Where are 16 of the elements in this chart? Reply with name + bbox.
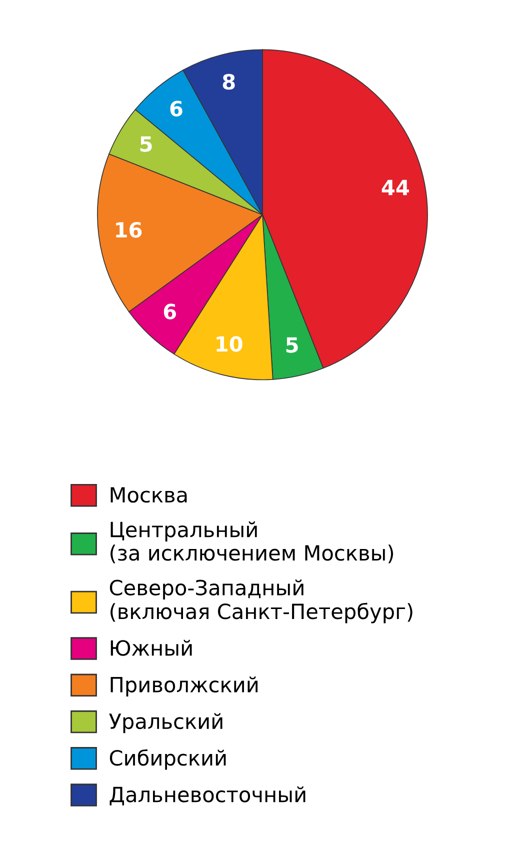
data-label: 6 xyxy=(164,304,176,320)
data-label: 44 xyxy=(382,180,409,196)
legend-label: Северо-Западный (включая Санкт-Петербург) xyxy=(110,579,412,624)
data-label: 6 xyxy=(170,100,182,116)
data-label: 5 xyxy=(286,337,298,353)
legend-label: Приволжский xyxy=(110,676,258,697)
data-label: 8 xyxy=(222,74,235,90)
data-label: 10 xyxy=(216,336,242,352)
legend-label: Центральный (за исключением Москвы) xyxy=(110,521,394,564)
data-label: 16 xyxy=(116,222,142,238)
legend-label: Уральский xyxy=(109,713,222,734)
data-label: 5 xyxy=(140,136,152,152)
legend-label: Южный xyxy=(110,640,192,656)
legend-label: Дальневосточный xyxy=(110,786,306,806)
legend-label: Москва xyxy=(110,487,187,503)
legend-label: Сибирский xyxy=(110,749,226,770)
